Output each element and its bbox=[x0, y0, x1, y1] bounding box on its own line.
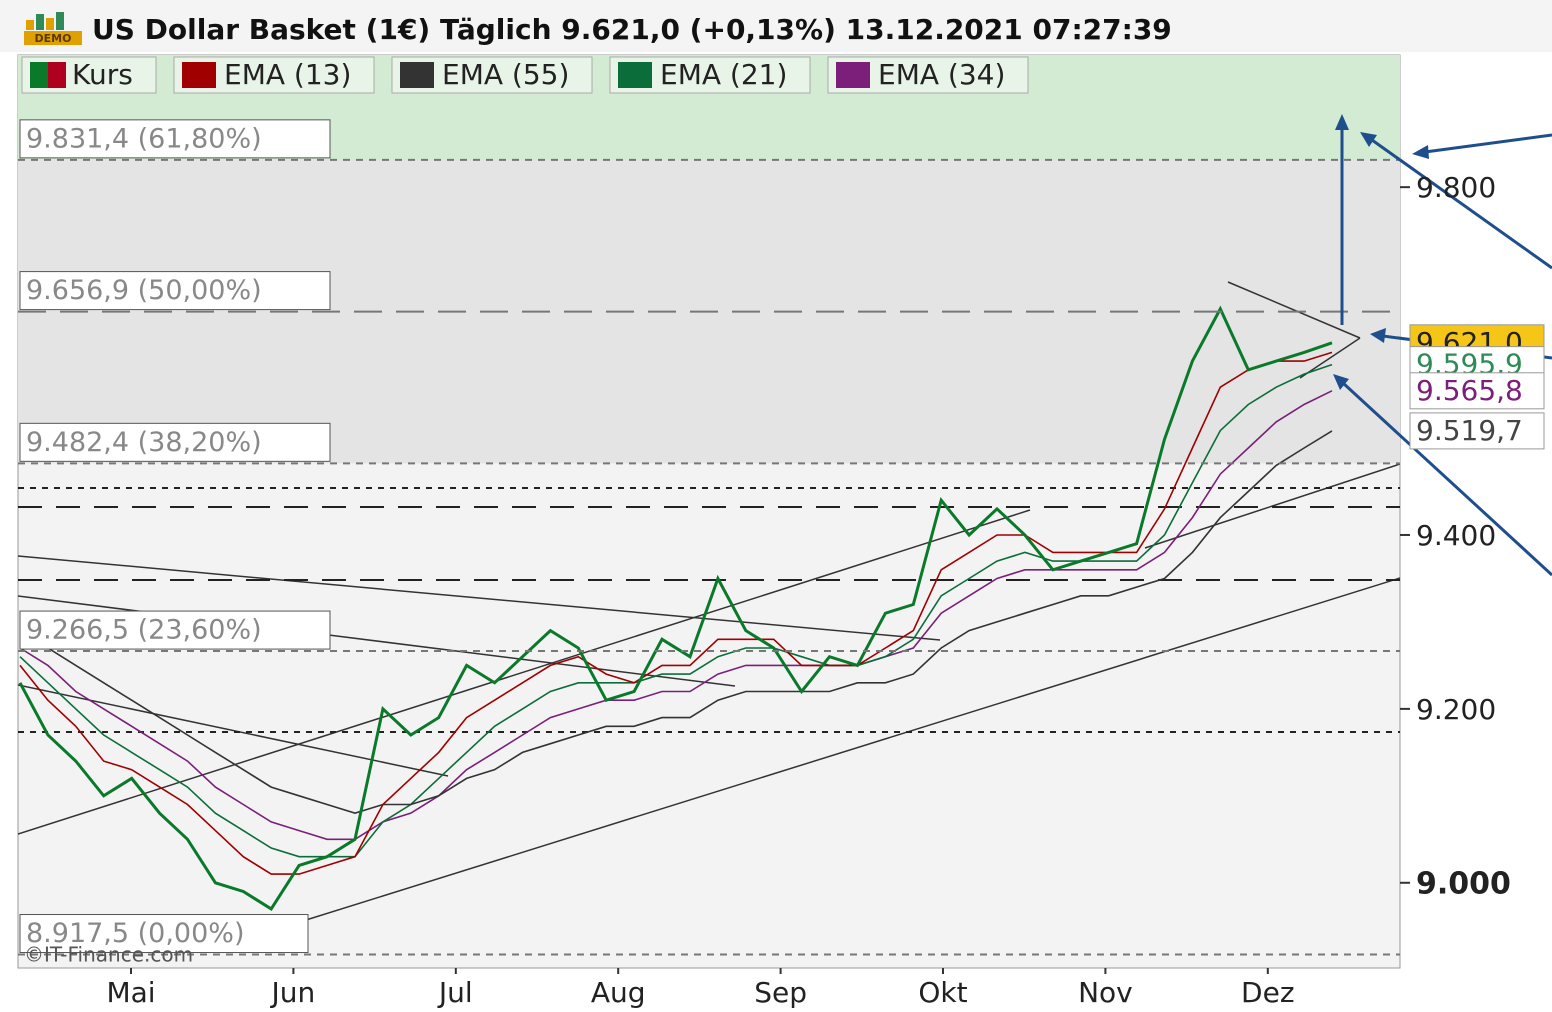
fib-label-box bbox=[19, 119, 331, 159]
logo-text: DEMO bbox=[35, 32, 72, 45]
x-tick-label: Jul bbox=[437, 976, 473, 1009]
fib-label: 9.266,5 (23,60%) bbox=[26, 615, 262, 646]
fib-label: 9.482,4 (38,20%) bbox=[26, 427, 262, 458]
ema-line bbox=[19, 363, 1333, 858]
watermark: ©IT-Finance.com bbox=[24, 943, 193, 967]
x-tick-label: Aug bbox=[591, 976, 646, 1009]
legend-label: EMA (13) bbox=[224, 58, 351, 91]
legend-label: EMA (55) bbox=[442, 58, 569, 91]
legend-swatch bbox=[182, 62, 216, 88]
fib-label-box bbox=[19, 422, 331, 462]
legend-swatch bbox=[48, 62, 66, 88]
fib-label: 9.656,9 (50,00%) bbox=[26, 275, 262, 306]
logo-icon bbox=[24, 12, 82, 45]
price-badge bbox=[1409, 372, 1545, 410]
fib-label: 8.917,5 (0,00%) bbox=[26, 918, 244, 949]
y-tick-label: 9.000 bbox=[1416, 866, 1511, 901]
ema-line bbox=[19, 390, 1333, 841]
x-tick-label: Mai bbox=[106, 976, 155, 1009]
y-tick-label: 9.800 bbox=[1416, 171, 1496, 204]
trendlines bbox=[18, 281, 1400, 926]
x-tick-label: Sep bbox=[754, 976, 807, 1009]
fib-label-box bbox=[19, 914, 309, 954]
x-tick-label: Jun bbox=[270, 976, 316, 1009]
legend-label: EMA (34) bbox=[878, 58, 1005, 91]
fib-label: 9.831,4 (61,80%) bbox=[26, 123, 262, 154]
y-tick-label: 9.200 bbox=[1416, 693, 1496, 726]
legend-swatch bbox=[836, 62, 870, 88]
chart-title: US Dollar Basket (1€) Täglich 9.621,0 (+… bbox=[92, 13, 1172, 46]
x-tick-label: Dez bbox=[1241, 976, 1294, 1009]
legend-label: Kurs bbox=[72, 58, 133, 91]
legend-swatch bbox=[400, 62, 434, 88]
legend-swatch bbox=[30, 62, 48, 88]
fib-label-box bbox=[19, 610, 331, 650]
fib-label-box bbox=[19, 271, 331, 311]
x-tick-label: Nov bbox=[1078, 976, 1133, 1009]
ema-line bbox=[19, 430, 1333, 815]
header-bar bbox=[0, 0, 1552, 52]
price-badge-label: 9.565,8 bbox=[1416, 374, 1523, 407]
y-tick-label: 9.400 bbox=[1416, 519, 1496, 552]
price-badge-label: 9.519,7 bbox=[1416, 414, 1523, 447]
legend-swatch bbox=[618, 62, 652, 88]
legend-label: EMA (21) bbox=[660, 58, 787, 91]
x-tick-label: Okt bbox=[918, 976, 967, 1009]
price-line bbox=[18, 305, 1333, 911]
price-badge bbox=[1409, 412, 1545, 450]
